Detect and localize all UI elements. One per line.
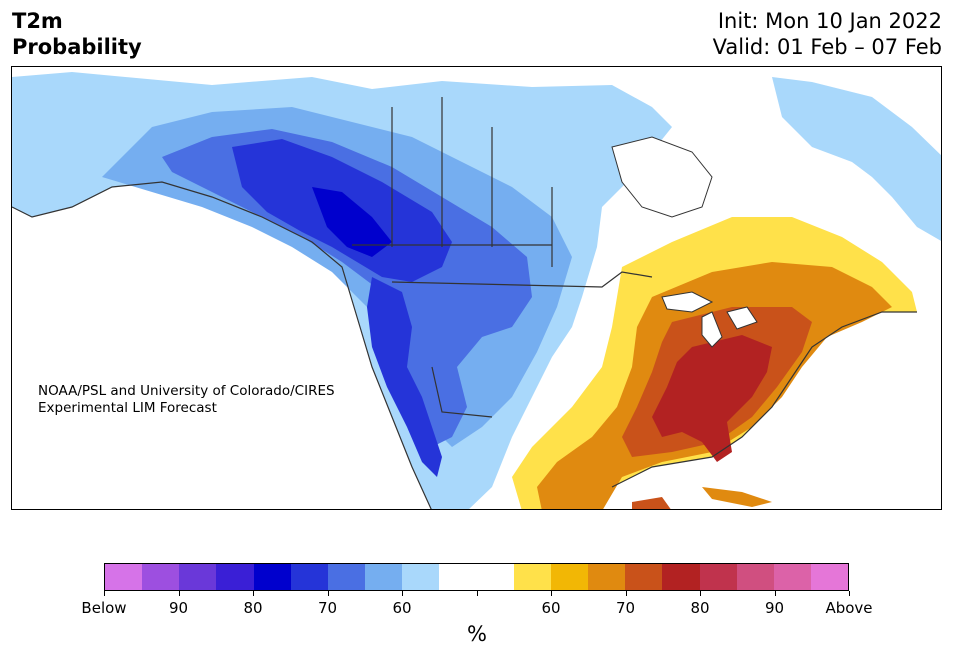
colorbar-segment <box>699 564 737 590</box>
init-date: Init: Mon 10 Jan 2022 <box>717 9 942 33</box>
colorbar-tick-label: 60 <box>392 599 412 617</box>
colorbar-tick <box>476 591 478 596</box>
colorbar-segment <box>439 564 477 590</box>
colorbar-segment <box>662 564 700 590</box>
colorbar-tick-label: 70 <box>317 599 338 617</box>
colorbar-segment <box>365 564 403 590</box>
forecast-credit: NOAA/PSL and University of Colorado/CIRE… <box>38 383 335 417</box>
colorbar-segment <box>402 564 440 590</box>
colorbar-tick <box>551 591 552 596</box>
colorbar-segment <box>179 564 217 590</box>
colorbar-segment <box>736 564 774 590</box>
colorbar-tick-label: 90 <box>764 599 785 617</box>
colorbar-ticks <box>104 591 850 597</box>
colorbar-segment <box>327 564 366 590</box>
colorbar-tick <box>849 591 850 596</box>
product-label: Probability <box>12 35 142 59</box>
credit-line-2: Experimental LIM Forecast <box>38 400 217 416</box>
valid-dates: Valid: 01 Feb – 07 Feb <box>712 35 942 59</box>
colorbar-tick <box>700 591 701 596</box>
colorbar-tick <box>104 591 105 596</box>
colorbar-segment <box>773 564 811 590</box>
colorbar-segment <box>290 564 328 590</box>
probability-colorbar <box>104 563 849 591</box>
colorbar-segment <box>588 564 626 590</box>
colorbar-tick-label: 60 <box>541 599 561 617</box>
colorbar-tick-label: Above <box>825 599 873 617</box>
colorbar-tick-label: 80 <box>690 599 710 617</box>
colorbar-tick <box>327 591 329 596</box>
probability-map <box>11 66 942 510</box>
colorbar-segment <box>550 564 589 590</box>
colorbar-tick-label: 90 <box>168 599 189 617</box>
colorbar-segment <box>142 564 180 590</box>
colorbar-tick-label: Below <box>81 599 127 617</box>
colorbar-tick-label: 70 <box>615 599 636 617</box>
variable-label: T2m <box>12 9 63 33</box>
colorbar-segment <box>625 564 663 590</box>
colorbar-tick <box>178 591 180 596</box>
colorbar-segment <box>105 564 143 590</box>
colorbar-tick <box>402 591 403 596</box>
colorbar-tick <box>253 591 254 596</box>
colorbar-segment <box>810 564 849 590</box>
colorbar-segment <box>253 564 291 590</box>
colorbar-segment <box>216 564 254 590</box>
map-canvas <box>12 67 941 509</box>
forecast-dates: Init: Mon 10 Jan 2022 Valid: 01 Feb – 07… <box>713 8 942 60</box>
colorbar-unit: % <box>467 622 487 646</box>
colorbar-segment <box>513 564 551 590</box>
above-strong-region <box>652 335 772 462</box>
credit-line-1: NOAA/PSL and University of Colorado/CIRE… <box>38 383 335 399</box>
colorbar-tick-label: 80 <box>243 599 263 617</box>
colorbar-tick <box>774 591 776 596</box>
colorbar-segment <box>476 564 514 590</box>
colorbar-tick <box>625 591 627 596</box>
map-title: T2m Probability <box>12 8 142 60</box>
